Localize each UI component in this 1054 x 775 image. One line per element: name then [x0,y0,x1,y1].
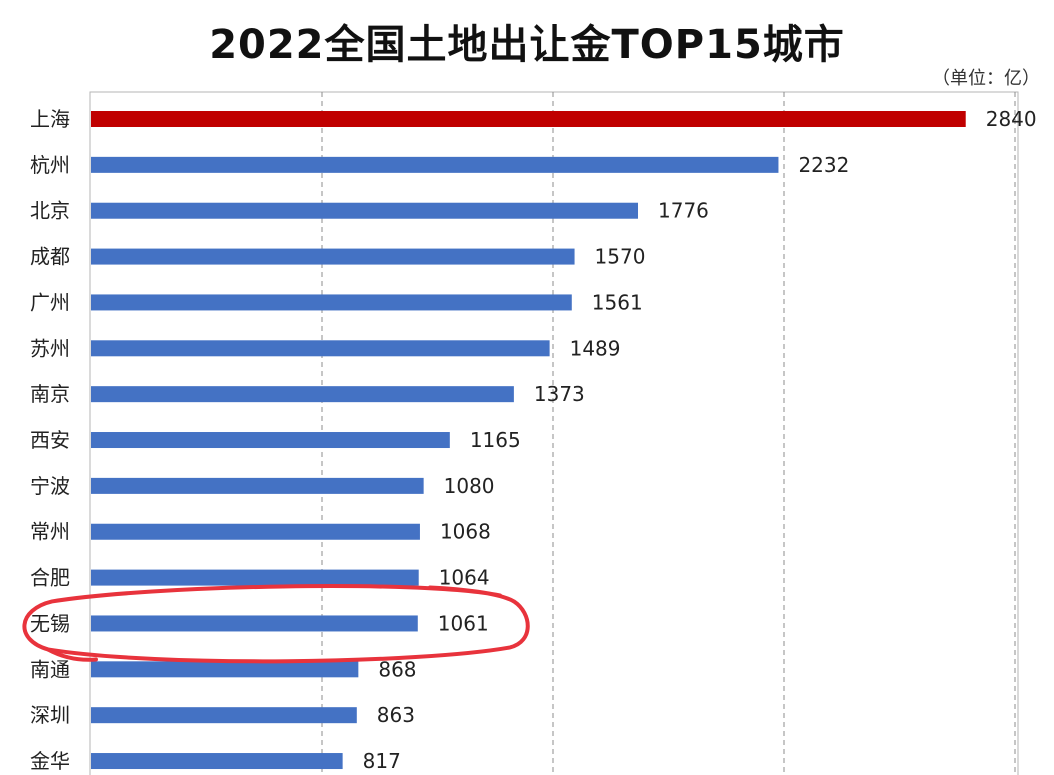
data-label: 1570 [595,245,646,269]
data-label: 863 [377,703,415,727]
bar-5 [91,294,572,311]
category-label: 北京 [30,199,70,223]
bar-2 [91,156,779,173]
category-label: 金华 [30,749,70,773]
data-label: 1373 [534,382,585,406]
data-label: 1165 [470,428,521,452]
category-label: 无锡 [30,611,70,635]
data-label: 2232 [798,153,849,177]
plot-area-border [89,91,1019,775]
bar-4 [91,248,575,265]
bar-9 [91,477,424,494]
category-label: 常州 [30,520,70,544]
category-label: 杭州 [30,153,70,177]
bar-10 [91,523,420,540]
bar-11 [91,569,419,586]
chart-title: 2022全国土地出让金TOP15城市 [209,22,845,68]
data-label: 1489 [570,336,621,360]
category-label: 上海 [30,107,70,131]
bar-13 [91,661,359,678]
category-label: 成都 [30,245,70,269]
bar-3 [91,202,639,219]
category-label: 苏州 [30,336,70,360]
bar-15 [91,753,343,770]
data-label: 1061 [438,611,489,635]
data-label: 2840 [986,107,1037,131]
bar-8 [91,432,450,449]
unit-label: （单位：亿） [932,68,1040,89]
category-label: 南京 [30,382,70,406]
annotation-tail [46,647,98,662]
data-label: 1776 [658,199,709,223]
category-label: 宁波 [30,474,70,498]
data-label: 1068 [440,520,491,544]
data-label: 1561 [592,290,643,314]
bar-14 [91,707,357,724]
data-label: 1064 [439,566,490,590]
data-label: 868 [378,657,416,681]
category-label: 南通 [30,657,70,681]
category-label: 广州 [30,290,70,314]
category-label: 合肥 [30,566,70,590]
category-label: 西安 [30,428,70,452]
bar-12 [91,615,418,632]
data-label: 1080 [444,474,495,498]
bar-7 [91,386,514,403]
bar-6 [91,340,550,357]
data-label: 817 [363,749,401,773]
bar-1 [91,111,966,127]
category-label: 深圳 [30,703,70,727]
annotation-circle [22,584,530,664]
